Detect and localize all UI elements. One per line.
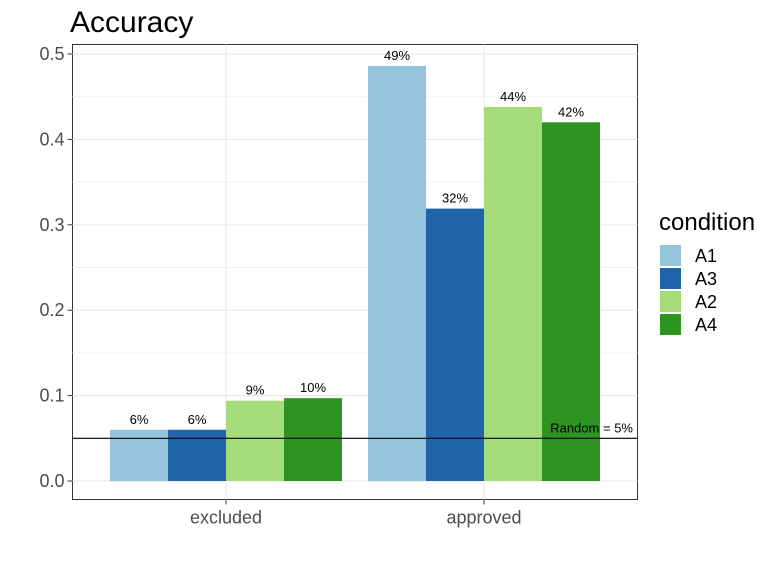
bar-data-label: 10%: [300, 380, 326, 395]
legend-key-a3: [660, 268, 681, 289]
y-tick-label: 0.3: [39, 215, 64, 235]
bar-data-label: 9%: [246, 383, 265, 398]
axes: 0.0 0.1 0.2 0.3 0.4 0.5 excluded approved: [39, 44, 521, 528]
bar-a3-approved: [426, 208, 484, 481]
legend-key-a2: [660, 291, 681, 312]
reference-line-group: Random = 5%: [72, 420, 638, 439]
legend-key-a1: [660, 245, 681, 266]
legend: condition A1 A3 A2 A4: [659, 209, 755, 335]
bar-a3-excluded: [168, 429, 226, 481]
bars: 6% 6% 9% 10% 49% 32% 44% 42%: [110, 48, 600, 482]
reference-line-label: Random = 5%: [550, 420, 633, 435]
bar-data-label: 6%: [130, 412, 149, 427]
legend-key-a4: [660, 314, 681, 335]
bar-a2-excluded: [226, 400, 284, 481]
bar-a4-approved: [542, 122, 600, 481]
y-tick-label: 0.5: [39, 44, 64, 64]
y-tick-label: 0.1: [39, 386, 64, 406]
legend-label: A4: [695, 315, 717, 335]
bar-data-label: 49%: [384, 48, 410, 63]
bar-data-label: 6%: [188, 412, 207, 427]
y-tick-label: 0.0: [39, 471, 64, 491]
chart-title: Accuracy: [70, 6, 193, 39]
x-tick-label: excluded: [190, 508, 262, 528]
legend-label: A3: [695, 269, 717, 289]
x-tick-label: approved: [446, 508, 521, 528]
legend-title: condition: [659, 209, 755, 236]
bar-data-label: 42%: [558, 104, 584, 119]
bar-data-label: 44%: [500, 89, 526, 104]
legend-label: A1: [695, 246, 717, 266]
bar-a1-approved: [368, 65, 426, 482]
bar-a1-excluded: [110, 429, 168, 481]
bar-a4-excluded: [284, 398, 342, 481]
y-tick-label: 0.4: [39, 129, 64, 149]
bar-a2-approved: [484, 106, 542, 481]
legend-label: A2: [695, 292, 717, 312]
bar-data-label: 32%: [442, 191, 468, 206]
y-tick-label: 0.2: [39, 300, 64, 320]
